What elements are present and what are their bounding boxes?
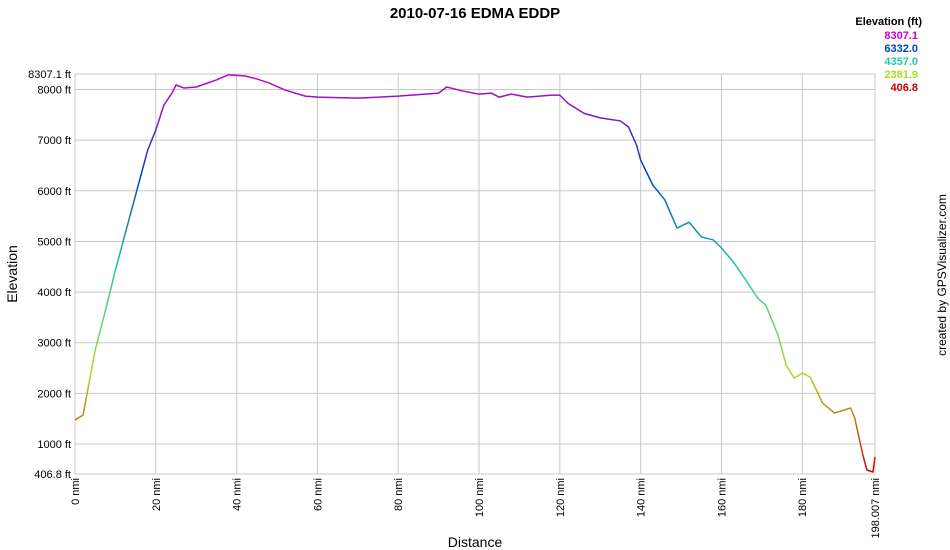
- y-tick-label: 406.8 ft: [34, 469, 71, 481]
- x-tick-label: 0 nmi: [70, 478, 82, 505]
- y-tick-label: 8307.1 ft: [28, 69, 71, 81]
- x-tick-label: 60 nmi: [312, 478, 324, 511]
- x-tick-label: 140 nmi: [636, 478, 648, 517]
- y-tick-label: 7000 ft: [37, 135, 71, 147]
- legend-title: Elevation (ft): [855, 16, 922, 28]
- y-tick-label: 2000 ft: [37, 388, 71, 400]
- credit: created by GPSVisualizer.com: [935, 194, 949, 356]
- x-tick-label: 120 nmi: [555, 478, 567, 517]
- x-tick-label: 180 nmi: [797, 478, 809, 517]
- plot-frame: [74, 73, 876, 475]
- legend-entry: 406.8: [890, 82, 918, 94]
- x-axis-label: Distance: [448, 534, 503, 550]
- y-tick-label: 4000 ft: [37, 287, 71, 299]
- elevation-line: [74, 74, 876, 473]
- x-tick-label: 20 nmi: [151, 478, 163, 511]
- y-tick-label: 5000 ft: [37, 236, 71, 248]
- x-tick-label: 198.007 nmi: [870, 478, 882, 539]
- chart-title: 2010-07-16 EDMA EDDP: [390, 5, 560, 22]
- y-tick-label: 8000 ft: [37, 85, 71, 97]
- y-tick-label: 1000 ft: [37, 439, 71, 451]
- legend-entry: 6332.0: [884, 43, 918, 55]
- x-tick-label: 80 nmi: [393, 478, 405, 511]
- x-tick-label: 40 nmi: [232, 478, 244, 511]
- x-tick-label: 100 nmi: [474, 478, 486, 517]
- y-tick-label: 6000 ft: [37, 186, 71, 198]
- y-tick-label: 3000 ft: [37, 338, 71, 350]
- legend-entry: 2381.9: [884, 69, 918, 81]
- legend-entry: 8307.1: [884, 30, 918, 42]
- y-axis-label: Elevation: [4, 245, 20, 303]
- x-tick-label: 160 nmi: [716, 478, 728, 517]
- legend-entry: 4357.0: [884, 56, 918, 68]
